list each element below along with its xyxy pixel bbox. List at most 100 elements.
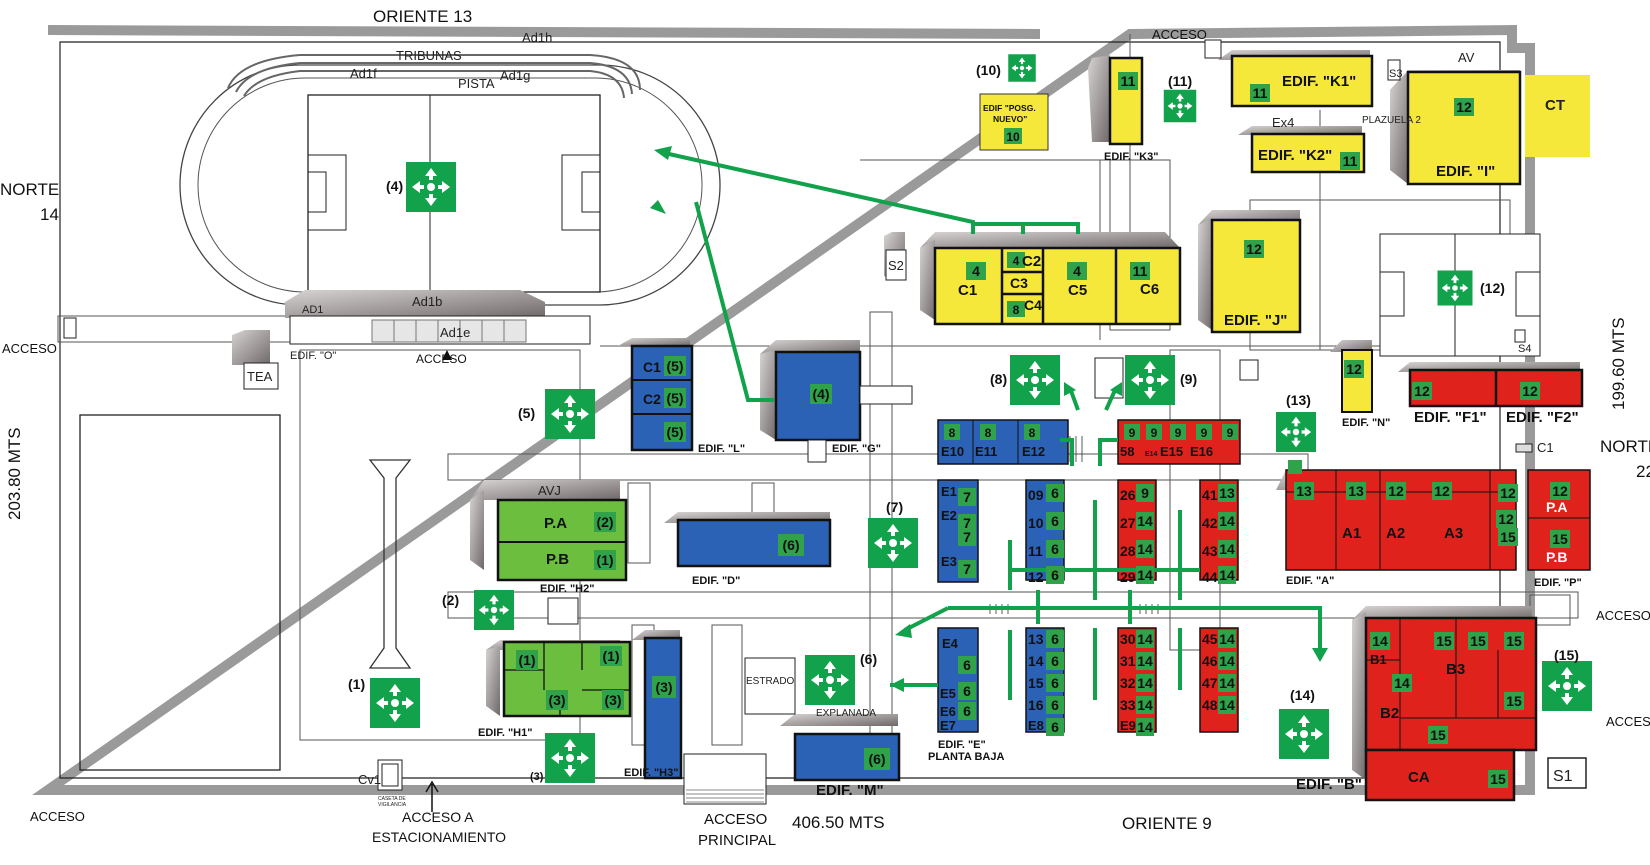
badge-text: 9 [1151, 426, 1158, 440]
badge-text: 14 [1219, 541, 1235, 557]
badge-text: 15 [1470, 633, 1486, 649]
label-s1: S1 [1553, 768, 1573, 785]
street-left-a: NORTE [0, 180, 59, 199]
ap-label-4: (4) [386, 178, 403, 194]
room-badge: 9 [1124, 424, 1140, 440]
room-e9: E9 [1120, 718, 1136, 733]
badge-text: (2) [596, 514, 613, 530]
room-badge: 15 [1468, 632, 1488, 650]
badge-box [1488, 770, 1508, 788]
room-badge: 12 [1344, 360, 1364, 378]
badge-text: (6) [868, 751, 885, 767]
room-badge: (6) [778, 534, 804, 556]
room-badge: 6 [1046, 696, 1064, 714]
label-ad1: AD1 [302, 304, 323, 316]
badge-box [1136, 566, 1154, 584]
badge-box [1046, 540, 1064, 558]
label-ad1b: Ad1b [412, 294, 442, 309]
row-44: 44 [1202, 569, 1218, 585]
row-30: 30 [1120, 631, 1136, 647]
badge-box [1218, 512, 1236, 530]
badge-box [1136, 652, 1154, 670]
label-posg-b: NUEVO" [993, 114, 1027, 124]
room-badge: 14 [1392, 674, 1412, 692]
row-31: 31 [1120, 653, 1136, 669]
room-badge: 14 [1218, 652, 1236, 670]
room-badge: 12 [1412, 382, 1432, 400]
street-top: ORIENTE 13 [373, 7, 472, 26]
badge-box [1218, 540, 1236, 558]
room-a2: A2 [1386, 525, 1405, 542]
dimension-bottom: 406.50 MTS [792, 813, 885, 832]
ap-label-3: (3) [530, 771, 544, 783]
room-badge: 11 [1130, 262, 1150, 280]
room-badge: 14 [1218, 512, 1236, 530]
row-33: 33 [1120, 697, 1136, 713]
label-edif-n: EDIF. "N" [1342, 417, 1390, 429]
label-edif-k3: EDIF. "K3" [1104, 151, 1158, 163]
badge-box [1136, 540, 1154, 558]
room-badge: 7 [958, 488, 976, 506]
label-plazuela: PLAZUELA 2 [1362, 115, 1421, 126]
badge-text: 8 [985, 426, 992, 440]
badge-text: 9 [1201, 426, 1208, 440]
row-13: 13 [1028, 631, 1044, 647]
badge-box [1136, 718, 1154, 736]
ap-label-12: (12) [1480, 280, 1505, 296]
label-edif-b: EDIF. "B" [1296, 776, 1362, 793]
room-pb2: P.B [1546, 549, 1568, 565]
room-badge: 10 [1004, 128, 1022, 144]
badge-text: 14 [1137, 631, 1153, 647]
badge-text: 9 [1129, 426, 1136, 440]
label-posg-a: EDIF "POSG. [983, 103, 1036, 113]
room-badge: 8 [944, 424, 960, 440]
label-edif-j: EDIF. "J" [1224, 312, 1287, 329]
room-a3: A3 [1444, 525, 1463, 542]
badge-box [1046, 512, 1064, 530]
label-pista: PISTA [458, 76, 495, 91]
row-47: 47 [1202, 675, 1218, 691]
room-badge: 15 [1428, 726, 1448, 744]
badge-box [1046, 696, 1064, 714]
room-badge: 14 [1218, 674, 1236, 692]
ap-label-11: (11) [1168, 73, 1192, 89]
ap-label-5: (5) [518, 405, 535, 421]
badge-text: 12 [1456, 99, 1472, 115]
badge-box [1218, 484, 1236, 502]
label-edif-h2: EDIF. "H2" [540, 583, 594, 595]
badge-box [1046, 718, 1064, 736]
label-edif-h3: EDIF. "H3" [624, 767, 678, 779]
access-parking-b: ESTACIONAMIENTO [372, 829, 506, 845]
street-left-b: 14 [40, 205, 59, 224]
label-edif-f1: EDIF. "F1" [1414, 409, 1487, 426]
badge-text: 15 [1552, 531, 1568, 547]
label-vigilancia: VIGILANCIA [378, 802, 407, 808]
badge-box [958, 702, 976, 720]
badge-box [1344, 360, 1364, 378]
badge-text: 7 [963, 489, 971, 505]
room-b3: B3 [1446, 661, 1465, 678]
badge-box [1496, 510, 1516, 528]
stadium [179, 54, 721, 306]
badge-box [958, 682, 976, 700]
access-right-1: ACCESO [1596, 608, 1650, 623]
room-badge: 8 [1007, 301, 1025, 317]
badge-text: (3) [655, 679, 672, 695]
room-badge: 11 [1118, 72, 1138, 90]
badge-box [1392, 674, 1412, 692]
room-e8: E8 [1028, 718, 1044, 733]
badge-box [664, 388, 686, 408]
badge-box [600, 646, 622, 666]
badge-text: 14 [1372, 633, 1388, 649]
badge-box [1046, 566, 1064, 584]
badge-box [1294, 482, 1314, 500]
room-badge: 14 [1136, 674, 1154, 692]
room-badge: 14 [1136, 566, 1154, 584]
badge-box [1146, 424, 1162, 440]
room-badge: 14 [1136, 696, 1154, 714]
room-badge: 14 [1218, 540, 1236, 558]
badge-box [594, 512, 616, 532]
room-c3: C3 [1010, 275, 1028, 291]
row-16: 16 [1028, 697, 1044, 713]
badge-box [966, 262, 986, 280]
